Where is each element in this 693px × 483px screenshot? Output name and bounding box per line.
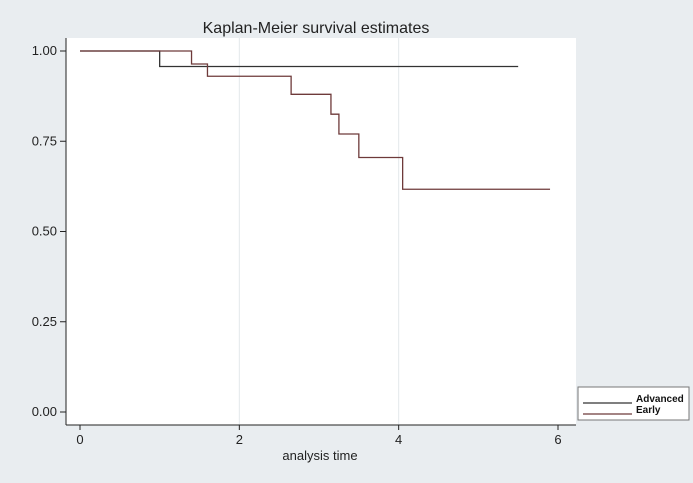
tick-layer: 0 2 4 6 0.00 0.25 0.50 0.75 1.00: [32, 43, 562, 447]
chart-title: Kaplan-Meier survival estimates: [203, 20, 430, 37]
series-layer: [80, 50, 551, 190]
y-tick-label: 0.00: [32, 404, 57, 419]
x-axis-title: analysis time: [282, 448, 357, 463]
y-tick-label: 0.75: [32, 133, 57, 148]
x-tick-label: 2: [236, 432, 243, 447]
y-tick-label: 0.25: [32, 314, 57, 329]
x-tick-label: 0: [76, 432, 83, 447]
legend-label-early: Early: [636, 405, 661, 416]
legend-label-advanced: Advanced: [636, 394, 684, 405]
y-tick-label: 1.00: [32, 43, 57, 58]
series-line-early: [80, 50, 551, 190]
x-tick-label: 6: [554, 432, 561, 447]
plot-area: [66, 38, 576, 425]
x-tick-label: 4: [395, 432, 402, 447]
grid-layer: [238, 38, 400, 425]
y-tick-label: 0.50: [32, 224, 57, 239]
